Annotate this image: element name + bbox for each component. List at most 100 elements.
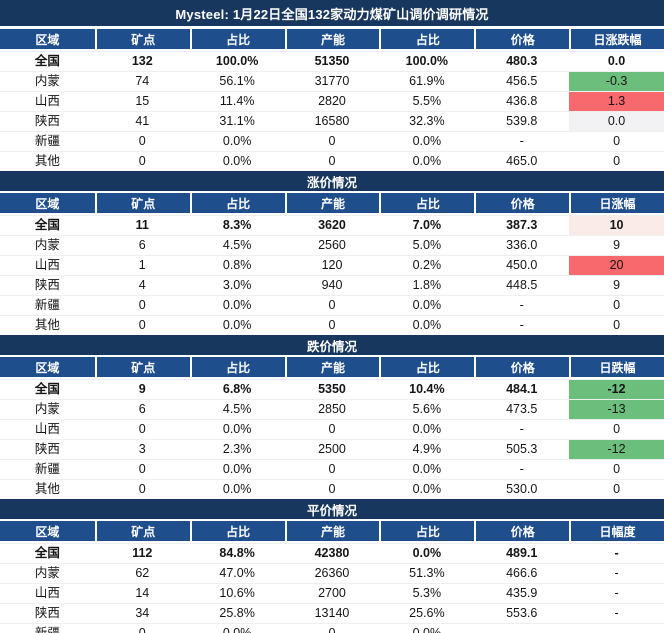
table-row: 内蒙 74 56.1% 31770 61.9% 456.5 -0.3 xyxy=(0,71,664,91)
value-cell: 120 xyxy=(321,258,343,273)
value-cell: 0.0% xyxy=(190,624,285,633)
region-cell: 陕西 xyxy=(34,278,60,293)
table-row: 陕西 4 3.0% 940 1.8% 448.5 9 xyxy=(0,275,664,295)
value-cell: 530.0 xyxy=(506,482,538,497)
value-cell: 34 xyxy=(135,606,150,621)
value-cell: 0 xyxy=(138,134,146,149)
value-cell: 9 xyxy=(613,278,621,293)
table-row: 其他 0 0.0% 0 0.0% 530.0 0 xyxy=(0,479,664,499)
value-cell: 14 xyxy=(135,586,150,601)
column-header: 矿点 xyxy=(94,29,190,49)
value-cell: 0.0% xyxy=(412,482,442,497)
column-header-row: 区域 矿点 占比 产能 占比 价格 日幅度 xyxy=(0,521,664,543)
value-cell: 0 xyxy=(613,482,621,497)
column-header: 矿点 xyxy=(94,193,190,213)
value-cell: 0.0% xyxy=(222,482,252,497)
value-cell: 0.0% xyxy=(412,298,442,313)
table-row: 山西 15 11.4% 2820 5.5% 436.8 1.3 xyxy=(0,91,664,111)
value-cell: 2560 xyxy=(318,238,346,253)
value-cell: 0 xyxy=(328,318,336,333)
column-header: 产能 xyxy=(284,29,380,49)
value-cell: 0 xyxy=(613,318,621,333)
region-cell: 内蒙 xyxy=(34,402,60,417)
column-header: 矿点 xyxy=(94,357,190,377)
value-cell: 132 xyxy=(131,54,153,69)
value-cell: - xyxy=(614,586,619,601)
value-cell: 26360 xyxy=(314,566,350,581)
value-cell: 2700 xyxy=(318,586,346,601)
value-cell: 0.0% xyxy=(379,624,474,633)
value-cell: 5.5% xyxy=(412,94,442,109)
value-cell: 0 xyxy=(328,134,336,149)
region-cell: 全国 xyxy=(34,218,60,233)
value-cell: - xyxy=(519,318,524,333)
value-cell: -12 xyxy=(569,440,664,459)
column-header: 占比 xyxy=(379,357,474,377)
table-row: 山西 1 0.8% 120 0.2% 450.0 20 xyxy=(0,255,664,275)
value-cell: - xyxy=(519,422,524,437)
value-cell: 3.0% xyxy=(222,278,252,293)
table-row: 陕西 34 25.8% 13140 25.6% 553.6 - xyxy=(0,603,664,623)
value-cell: 0.8% xyxy=(222,258,252,273)
value-cell: 0.0% xyxy=(222,462,252,477)
section-title: 平价情况 xyxy=(306,503,357,518)
value-cell: 2820 xyxy=(318,94,346,109)
value-cell: 0.0% xyxy=(222,318,252,333)
value-cell: 11.4% xyxy=(219,94,255,109)
column-header: 价格 xyxy=(474,29,569,49)
value-cell: 4.9% xyxy=(412,442,442,457)
region-cell: 陕西 xyxy=(34,114,60,129)
tables-container: 区域 矿点 占比 产能 占比 价格 日涨跌幅 全国 132 100.0% 51350 100.0% 48… xyxy=(0,29,664,633)
region-cell: 内蒙 xyxy=(34,238,60,253)
value-cell: 505.3 xyxy=(506,442,538,457)
value-cell: 0 xyxy=(95,624,190,633)
value-cell: 2850 xyxy=(318,402,346,417)
table-row: 内蒙 6 4.5% 2560 5.0% 336.0 9 xyxy=(0,235,664,255)
value-cell: 16580 xyxy=(314,114,350,129)
value-cell: 31.1% xyxy=(219,114,255,129)
value-cell: 3620 xyxy=(318,218,346,233)
table-row: 新疆 0 0.0% 0 0.0% - 0 xyxy=(0,131,664,151)
table-row: 全国 132 100.0% 51350 100.0% 480.3 0.0 xyxy=(0,51,664,71)
value-cell: 450.0 xyxy=(506,258,538,273)
region-cell: 其他 xyxy=(34,482,60,497)
value-cell: 0 xyxy=(138,154,146,169)
table-row: 陕西 41 31.1% 16580 32.3% 539.8 0.0 xyxy=(0,111,664,131)
value-cell: 61.9% xyxy=(409,74,445,89)
section-title: 涨价情况 xyxy=(306,175,357,190)
column-header: 区域 xyxy=(35,196,60,211)
value-cell: -0.3 xyxy=(569,72,664,91)
column-header: 占比 xyxy=(379,193,474,213)
value-cell: 62 xyxy=(135,566,150,581)
column-header: 日幅度 xyxy=(569,521,664,541)
value-cell: 0 xyxy=(613,298,621,313)
value-cell: 31770 xyxy=(314,74,350,89)
value-cell: 11 xyxy=(135,218,149,233)
value-cell: 0 xyxy=(613,154,621,169)
value-cell: 42380 xyxy=(314,546,350,561)
column-header: 产能 xyxy=(284,193,380,213)
value-cell: 2500 xyxy=(318,442,346,457)
value-cell: 0 xyxy=(138,462,146,477)
table-row: 其他 0 0.0% 0 0.0% 465.0 0 xyxy=(0,151,664,171)
value-cell: 465.0 xyxy=(506,154,538,169)
value-cell: 5.0% xyxy=(412,238,442,253)
value-cell: 0.0% xyxy=(412,134,442,149)
title-divider xyxy=(0,26,664,29)
value-cell: 466.6 xyxy=(506,566,538,581)
value-cell: 0 xyxy=(285,624,380,633)
report-title: Mysteel: 1月22日全国132家动力煤矿山调价调研情况 xyxy=(175,6,489,22)
value-cell: 553.6 xyxy=(506,606,538,621)
table-row: 内蒙 62 47.0% 26360 51.3% 466.6 - xyxy=(0,563,664,583)
value-cell: 3 xyxy=(138,442,146,457)
value-cell: - xyxy=(614,566,619,581)
section-title-bar: 平价情况 xyxy=(0,499,664,521)
region-cell: 内蒙 xyxy=(34,74,60,89)
value-cell: 0 xyxy=(328,462,336,477)
value-cell: 32.3% xyxy=(409,114,445,129)
section-title-bar: 跌价情况 xyxy=(0,335,664,357)
region-cell: 其他 xyxy=(34,154,60,169)
value-cell: 0.0% xyxy=(222,134,252,149)
value-cell: - xyxy=(569,624,664,633)
